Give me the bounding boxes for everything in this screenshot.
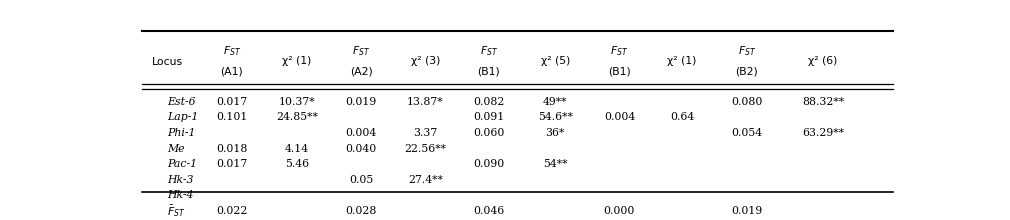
Text: $\it{F}_{ST}$: $\it{F}_{ST}$ (351, 44, 371, 58)
Text: 5.46: 5.46 (285, 159, 309, 169)
Text: 0.017: 0.017 (216, 97, 247, 107)
Text: 0.019: 0.019 (731, 206, 763, 216)
Text: 63.29**: 63.29** (802, 128, 844, 138)
Text: 24.85**: 24.85** (276, 112, 318, 122)
Text: (A1): (A1) (220, 66, 243, 76)
Text: Lap-1: Lap-1 (167, 112, 198, 122)
Text: 0.060: 0.060 (473, 128, 504, 138)
Text: 0.004: 0.004 (345, 128, 377, 138)
Text: 54.6**: 54.6** (537, 112, 573, 122)
Text: 0.082: 0.082 (473, 97, 504, 107)
Text: Me: Me (167, 143, 185, 154)
Text: 0.054: 0.054 (731, 128, 763, 138)
Text: 0.040: 0.040 (345, 143, 377, 154)
Text: 0.05: 0.05 (348, 175, 374, 185)
Text: Est-6: Est-6 (167, 97, 196, 107)
Text: 0.101: 0.101 (216, 112, 247, 122)
Text: (B1): (B1) (608, 66, 631, 76)
Text: 0.090: 0.090 (473, 159, 504, 169)
Text: 3.37: 3.37 (413, 128, 437, 138)
Text: 10.37*: 10.37* (279, 97, 315, 107)
Text: 49**: 49** (543, 97, 568, 107)
Text: χ² (1): χ² (1) (282, 56, 311, 66)
Text: (B1): (B1) (478, 66, 500, 76)
Text: 0.091: 0.091 (473, 112, 504, 122)
Text: 0.080: 0.080 (731, 97, 763, 107)
Text: 27.4**: 27.4** (408, 175, 442, 185)
Text: Phi-1: Phi-1 (167, 128, 195, 138)
Text: 4.14: 4.14 (285, 143, 309, 154)
Text: 0.019: 0.019 (345, 97, 377, 107)
Text: χ² (1): χ² (1) (668, 56, 697, 66)
Text: χ² (3): χ² (3) (411, 56, 440, 66)
Text: 13.87*: 13.87* (407, 97, 443, 107)
Text: (B2): (B2) (735, 66, 759, 76)
Text: 0.64: 0.64 (670, 112, 694, 122)
Text: 88.32**: 88.32** (802, 97, 844, 107)
Text: 0.017: 0.017 (216, 159, 247, 169)
Text: 0.028: 0.028 (345, 206, 377, 216)
Text: Hk-4: Hk-4 (167, 190, 193, 200)
Text: 0.046: 0.046 (473, 206, 504, 216)
Text: Hk-3: Hk-3 (167, 175, 193, 185)
Text: 0.018: 0.018 (216, 143, 247, 154)
Text: 54**: 54** (543, 159, 568, 169)
Text: χ² (5): χ² (5) (540, 56, 570, 66)
Text: χ² (6): χ² (6) (808, 56, 837, 66)
Text: $\it{F}_{ST}$: $\it{F}_{ST}$ (738, 44, 756, 58)
Text: 0.000: 0.000 (604, 206, 635, 216)
Text: $\it{F}_{ST}$: $\it{F}_{ST}$ (480, 44, 498, 58)
Text: $\it{F}_{ST}$: $\it{F}_{ST}$ (223, 44, 241, 58)
Text: $\bar{\it{F}}_{ST}$: $\bar{\it{F}}_{ST}$ (167, 203, 185, 219)
Text: $\it{F}_{ST}$: $\it{F}_{ST}$ (610, 44, 628, 58)
Text: (A2): (A2) (349, 66, 373, 76)
Text: 0.022: 0.022 (216, 206, 247, 216)
Text: 0.004: 0.004 (604, 112, 635, 122)
Text: 22.56**: 22.56** (404, 143, 446, 154)
Text: 36*: 36* (545, 128, 565, 138)
Text: Pac-1: Pac-1 (167, 159, 197, 169)
Text: Locus: Locus (152, 57, 183, 67)
